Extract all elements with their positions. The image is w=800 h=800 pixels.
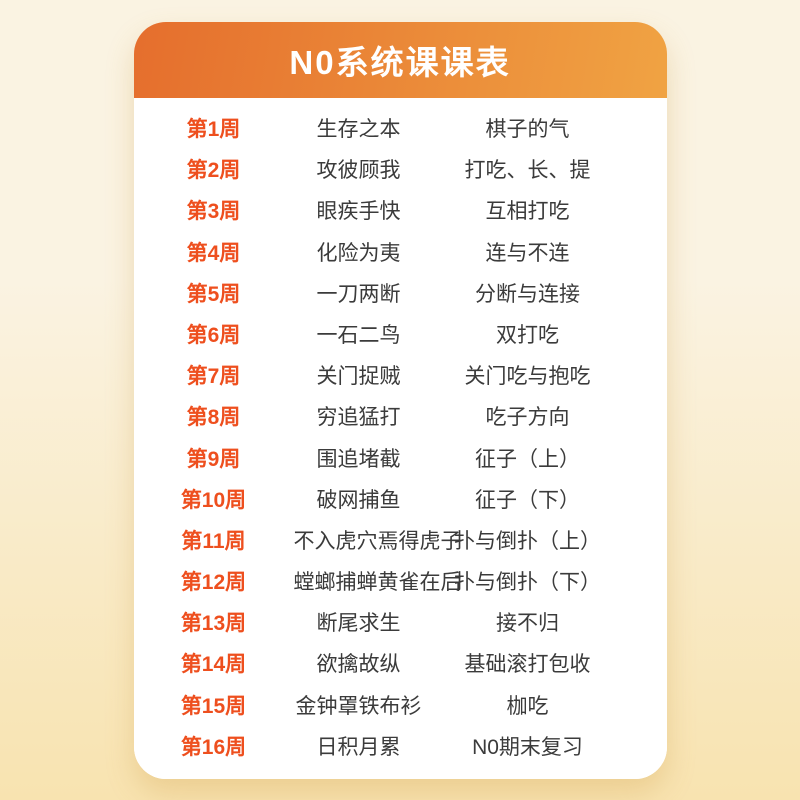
- table-row: 第12周 螳螂捕蝉黄雀在后 扑与倒扑（下）: [134, 562, 632, 603]
- week-label: 第14周: [180, 653, 247, 677]
- week-label: 第10周: [180, 488, 247, 512]
- week-label: 第7周: [186, 365, 241, 389]
- week-label: 第6周: [186, 323, 241, 347]
- course-name: 不入虎穴焉得虎子: [293, 529, 462, 553]
- topic-name: 双打吃: [496, 323, 559, 347]
- week-label: 第11周: [181, 529, 246, 553]
- topic-name: 基础滚打包收: [464, 653, 591, 677]
- topic-name: 征子（上）: [475, 447, 580, 471]
- topic-name: 打吃、长、提: [464, 159, 591, 183]
- week-label: 第8周: [186, 406, 241, 430]
- topic-name: 征子（下）: [475, 488, 580, 512]
- card-header-banner: N0系统课课表: [133, 22, 667, 98]
- table-row: 第2周 攻彼顾我 打吃、长、提: [134, 150, 632, 191]
- table-row: 第5周 一刀两断 分断与连接: [134, 274, 632, 315]
- topic-name: 接不归: [496, 612, 559, 636]
- schedule-table: 第1周 生存之本 棋子的气第2周 攻彼顾我 打吃、长、提第3周 眼疾手快 互相打吃第4周 化险…: [133, 98, 667, 779]
- course-name: 断尾求生: [316, 612, 401, 636]
- topic-name: 吃子方向: [485, 406, 570, 430]
- week-label: 第13周: [180, 612, 247, 636]
- course-name: 生存之本: [316, 118, 401, 141]
- page-title: N0系统课课表: [289, 44, 511, 81]
- table-row: 第10周 破网捕鱼 征子（下）: [134, 480, 632, 521]
- week-label: 第9周: [186, 447, 241, 471]
- week-label: 第1周: [186, 118, 241, 141]
- week-label: 第2周: [186, 159, 241, 183]
- course-name: 化险为夷: [316, 241, 401, 265]
- table-row: 第3周 眼疾手快 互相打吃: [134, 191, 632, 232]
- week-label: 第4周: [186, 241, 241, 265]
- topic-name: 关门吃与抱吃: [464, 365, 591, 389]
- table-row: 第4周 化险为夷 连与不连: [134, 233, 632, 274]
- course-name: 一石二鸟: [316, 323, 401, 347]
- course-name: 欲擒故纵: [316, 653, 401, 677]
- course-name: 一刀两断: [316, 282, 401, 306]
- topic-name: N0期末复习: [472, 735, 583, 759]
- schedule-card: N0系统课课表 第1周 生存之本 棋子的气第2周 攻彼顾我 打吃、长、提第3周 眼疾手快 互…: [133, 22, 667, 779]
- topic-name: 连与不连: [485, 241, 570, 265]
- table-row: 第6周 一石二鸟 双打吃: [134, 315, 632, 356]
- week-label: 第16周: [180, 735, 247, 759]
- table-row: 第8周 穷追猛打 吃子方向: [134, 397, 632, 438]
- table-row: 第16周 日积月累 N0期末复习: [134, 727, 632, 768]
- course-name: 关门捉贼: [316, 365, 401, 389]
- course-name: 日积月累: [316, 735, 401, 759]
- table-row: 第11周 不入虎穴焉得虎子 扑与倒扑（上）: [134, 521, 632, 562]
- table-row: 第14周 欲擒故纵 基础滚打包收: [134, 644, 632, 685]
- topic-name: 扑与倒扑（下）: [454, 571, 601, 595]
- topic-name: 扑与倒扑（上）: [454, 529, 601, 553]
- table-row: 第7周 关门捉贼 关门吃与抱吃: [134, 356, 632, 397]
- topic-name: 枷吃: [506, 694, 549, 718]
- table-row: 第13周 断尾求生 接不归: [134, 603, 632, 644]
- topic-name: 棋子的气: [485, 118, 570, 141]
- table-row: 第15周 金钟罩铁布衫 枷吃: [134, 686, 632, 727]
- topic-name: 分断与连接: [475, 282, 580, 306]
- week-label: 第15周: [180, 694, 247, 718]
- course-name: 螳螂捕蝉黄雀在后: [293, 571, 462, 595]
- table-row: 第9周 围追堵截 征子（上）: [134, 439, 632, 480]
- week-label: 第5周: [186, 282, 241, 306]
- topic-name: 互相打吃: [485, 200, 570, 224]
- course-name: 破网捕鱼: [316, 488, 401, 512]
- course-name: 金钟罩铁布衫: [295, 694, 422, 718]
- course-name: 穷追猛打: [316, 406, 401, 430]
- week-label: 第3周: [186, 200, 241, 224]
- week-label: 第12周: [180, 571, 247, 595]
- course-name: 围追堵截: [316, 447, 401, 471]
- course-name: 眼疾手快: [316, 200, 401, 224]
- table-row: 第1周 生存之本 棋子的气: [134, 109, 632, 150]
- course-name: 攻彼顾我: [316, 159, 401, 183]
